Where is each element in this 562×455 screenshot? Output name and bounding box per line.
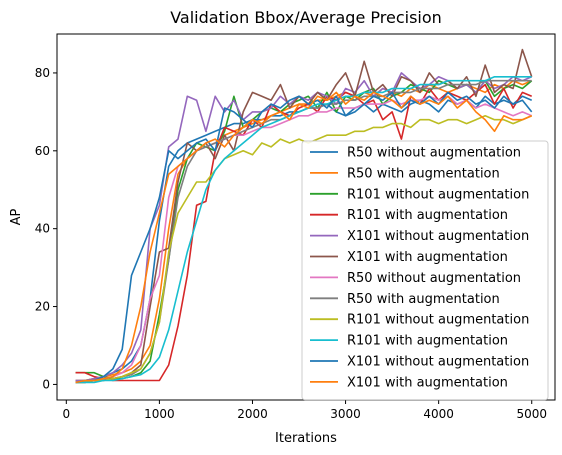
x-axis-ticks: 0 1000 2000 3000 4000 5000: [62, 400, 547, 421]
legend-entry: R50 without augmentation: [347, 271, 521, 286]
series-line-7: [75, 95, 533, 384]
legend-entry: X101 with augmentation: [347, 250, 508, 265]
series-line-11: [75, 91, 533, 384]
y-tick-label: 60: [35, 144, 50, 158]
y-tick-label: 0: [42, 377, 50, 391]
legend-entry: X101 without augmentation: [347, 229, 529, 244]
x-tick-label: 5000: [516, 407, 547, 421]
legend-entry: R101 with augmentation: [347, 208, 508, 223]
y-tick-label: 20: [35, 300, 50, 314]
legend-entry: X101 with augmentation: [347, 375, 508, 390]
legend-entry: R101 without augmentation: [347, 187, 529, 202]
legend-entry: R101 without augmentation: [347, 313, 529, 328]
chart-title: Validation Bbox/Average Precision: [170, 8, 442, 27]
legend-box: [301, 140, 549, 401]
series-line-10: [75, 76, 532, 384]
legend-entry: R50 without augmentation: [347, 146, 521, 161]
y-tick-label: 40: [35, 222, 50, 236]
x-axis-label: Iterations: [275, 431, 337, 446]
x-tick-label: 1000: [144, 407, 175, 421]
x-tick-label: 3000: [330, 407, 361, 421]
y-axis-ticks: 0 20 40 60 80: [35, 66, 57, 391]
x-tick-label: 4000: [423, 407, 454, 421]
y-axis-label: AP: [9, 208, 24, 225]
x-tick-label: 2000: [237, 407, 268, 421]
legend-entry: R101 with augmentation: [347, 334, 508, 349]
legend: R50 without augmentation R50 with augment…: [301, 140, 549, 401]
legend-entry: R50 with augmentation: [347, 166, 500, 181]
series-line-2: [75, 79, 533, 382]
legend-entry: X101 without augmentation: [347, 355, 529, 370]
series-line-12: [75, 91, 533, 384]
legend-entry: R50 with augmentation: [347, 292, 500, 307]
y-tick-label: 80: [35, 66, 50, 80]
x-tick-label: 0: [62, 407, 70, 421]
